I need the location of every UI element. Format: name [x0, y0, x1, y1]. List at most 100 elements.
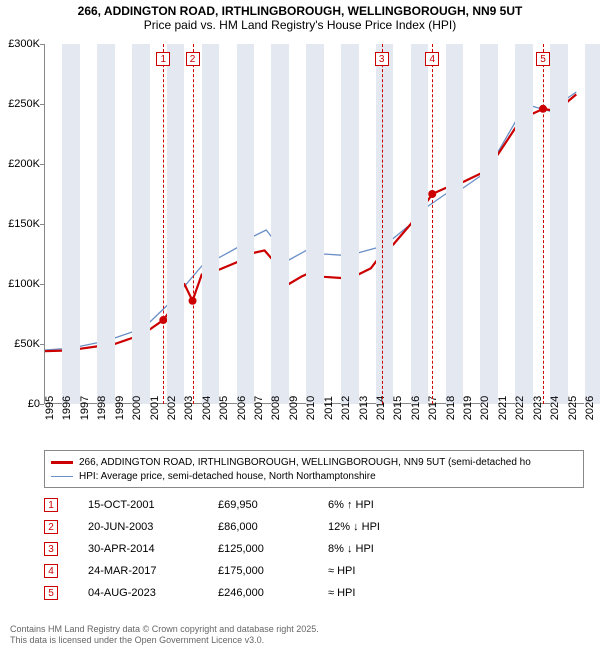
y-axis-tick — [40, 164, 44, 165]
sale-row-price: £86,000 — [218, 521, 328, 533]
sale-row: 3 30-APR-2014£125,0008% ↓ HPI — [44, 538, 584, 560]
sale-row-marker: 5 — [44, 586, 58, 600]
chart-plot-area: 1 2 3 4 5 — [44, 44, 584, 404]
y-axis-tick — [40, 44, 44, 45]
sale-row-diff: 12% ↓ HPI — [328, 521, 438, 533]
x-axis-label: 2017 — [427, 396, 439, 420]
sale-marker-label: 1 — [156, 52, 170, 66]
y-axis-label: £250K — [8, 98, 40, 110]
footer-line1: Contains HM Land Registry data © Crown c… — [10, 624, 319, 635]
y-axis-label: £200K — [8, 158, 40, 170]
grid-band — [306, 44, 323, 404]
x-axis-label: 1997 — [79, 396, 91, 420]
x-axis-label: 2022 — [514, 396, 526, 420]
y-axis-tick — [40, 104, 44, 105]
x-axis-label: 2001 — [149, 396, 161, 420]
x-axis-label: 2007 — [253, 396, 265, 420]
sale-row: 115-OCT-2001£69,9506% ↑ HPI — [44, 494, 584, 516]
x-axis-label: 2023 — [532, 396, 544, 420]
footer-line2: This data is licensed under the Open Gov… — [10, 635, 319, 646]
x-axis-label: 2018 — [445, 396, 457, 420]
sale-row: 4 24-MAR-2017£175,000≈ HPI — [44, 560, 584, 582]
sale-row-price: £175,000 — [218, 565, 328, 577]
x-axis-label: 2005 — [218, 396, 230, 420]
sale-row-price: £69,950 — [218, 499, 328, 511]
sale-row: 220-JUN-2003£86,00012% ↓ HPI — [44, 516, 584, 538]
sale-row-marker: 1 — [44, 498, 58, 512]
sale-row-date: 30-APR-2014 — [88, 543, 218, 555]
x-axis-label: 2016 — [410, 396, 422, 420]
x-axis-label: 2003 — [183, 396, 195, 420]
legend-label-hpi: HPI: Average price, semi-detached house,… — [79, 471, 376, 482]
grid-band — [550, 44, 567, 404]
y-axis-label: £300K — [8, 38, 40, 50]
legend: 266, ADDINGTON ROAD, IRTHLINGBOROUGH, WE… — [44, 450, 584, 488]
sale-row-marker: 4 — [44, 564, 58, 578]
x-axis-label: 2015 — [392, 396, 404, 420]
sale-row-diff: ≈ HPI — [328, 565, 438, 577]
x-axis-label: 1999 — [114, 396, 126, 420]
sale-marker-label: 3 — [375, 52, 389, 66]
x-axis-label: 2011 — [323, 396, 335, 420]
y-axis-label: £50K — [14, 338, 40, 350]
legend-swatch-price-paid — [51, 461, 73, 464]
sale-row-date: 04-AUG-2023 — [88, 587, 218, 599]
x-axis-label: 2025 — [567, 396, 579, 420]
sale-marker-line — [163, 44, 164, 404]
title-line2: Price paid vs. HM Land Registry's House … — [8, 18, 592, 32]
grid-band — [202, 44, 219, 404]
sales-table: 115-OCT-2001£69,9506% ↑ HPI220-JUN-2003£… — [44, 494, 584, 604]
x-axis-label: 2008 — [270, 396, 282, 420]
sale-marker-line — [432, 44, 433, 404]
chart-title: 266, ADDINGTON ROAD, IRTHLINGBOROUGH, WE… — [0, 0, 600, 34]
legend-label-price-paid: 266, ADDINGTON ROAD, IRTHLINGBOROUGH, WE… — [79, 457, 531, 468]
x-axis-label: 2009 — [288, 396, 300, 420]
sale-row-diff: 6% ↑ HPI — [328, 499, 438, 511]
sale-marker-label: 4 — [425, 52, 439, 66]
y-axis-tick — [40, 224, 44, 225]
footer-attribution: Contains HM Land Registry data © Crown c… — [10, 624, 319, 646]
y-axis-label: £150K — [8, 218, 40, 230]
sale-row-diff: 8% ↓ HPI — [328, 543, 438, 555]
grid-band — [97, 44, 114, 404]
grid-band — [271, 44, 288, 404]
sale-marker-line — [382, 44, 383, 404]
sale-marker-line — [193, 44, 194, 404]
legend-row-price-paid: 266, ADDINGTON ROAD, IRTHLINGBOROUGH, WE… — [51, 455, 577, 469]
sale-row-price: £246,000 — [218, 587, 328, 599]
grid-band — [62, 44, 79, 404]
x-axis-label: 2000 — [131, 396, 143, 420]
x-axis-label: 2002 — [166, 396, 178, 420]
sale-row-diff: ≈ HPI — [328, 587, 438, 599]
grid-band — [376, 44, 393, 404]
sale-row-marker: 3 — [44, 542, 58, 556]
legend-swatch-hpi — [51, 476, 73, 477]
x-axis-label: 2020 — [479, 396, 491, 420]
x-axis-label: 2019 — [462, 396, 474, 420]
x-axis-label: 2021 — [497, 396, 509, 420]
x-axis-label: 2024 — [549, 396, 561, 420]
y-axis-label: £100K — [8, 278, 40, 290]
sale-marker-label: 5 — [536, 52, 550, 66]
y-axis-tick — [40, 284, 44, 285]
x-axis-label: 2006 — [236, 396, 248, 420]
x-axis-label: 2004 — [201, 396, 213, 420]
sale-row-price: £125,000 — [218, 543, 328, 555]
x-axis-label: 1995 — [44, 396, 56, 420]
x-axis-label: 2010 — [305, 396, 317, 420]
sale-marker-label: 2 — [186, 52, 200, 66]
grid-band — [515, 44, 532, 404]
title-line1: 266, ADDINGTON ROAD, IRTHLINGBOROUGH, WE… — [8, 4, 592, 18]
sale-row-date: 24-MAR-2017 — [88, 565, 218, 577]
sale-row: 5 04-AUG-2023£246,000≈ HPI — [44, 582, 584, 604]
grid-band — [341, 44, 358, 404]
sale-row-date: 20-JUN-2003 — [88, 521, 218, 533]
grid-band — [132, 44, 149, 404]
grid-band — [411, 44, 428, 404]
grid-band — [237, 44, 254, 404]
x-axis-label: 1998 — [96, 396, 108, 420]
y-axis-label: £0 — [28, 398, 40, 410]
grid-band — [585, 44, 600, 404]
grid-band — [446, 44, 463, 404]
x-axis-label: 1996 — [61, 396, 73, 420]
